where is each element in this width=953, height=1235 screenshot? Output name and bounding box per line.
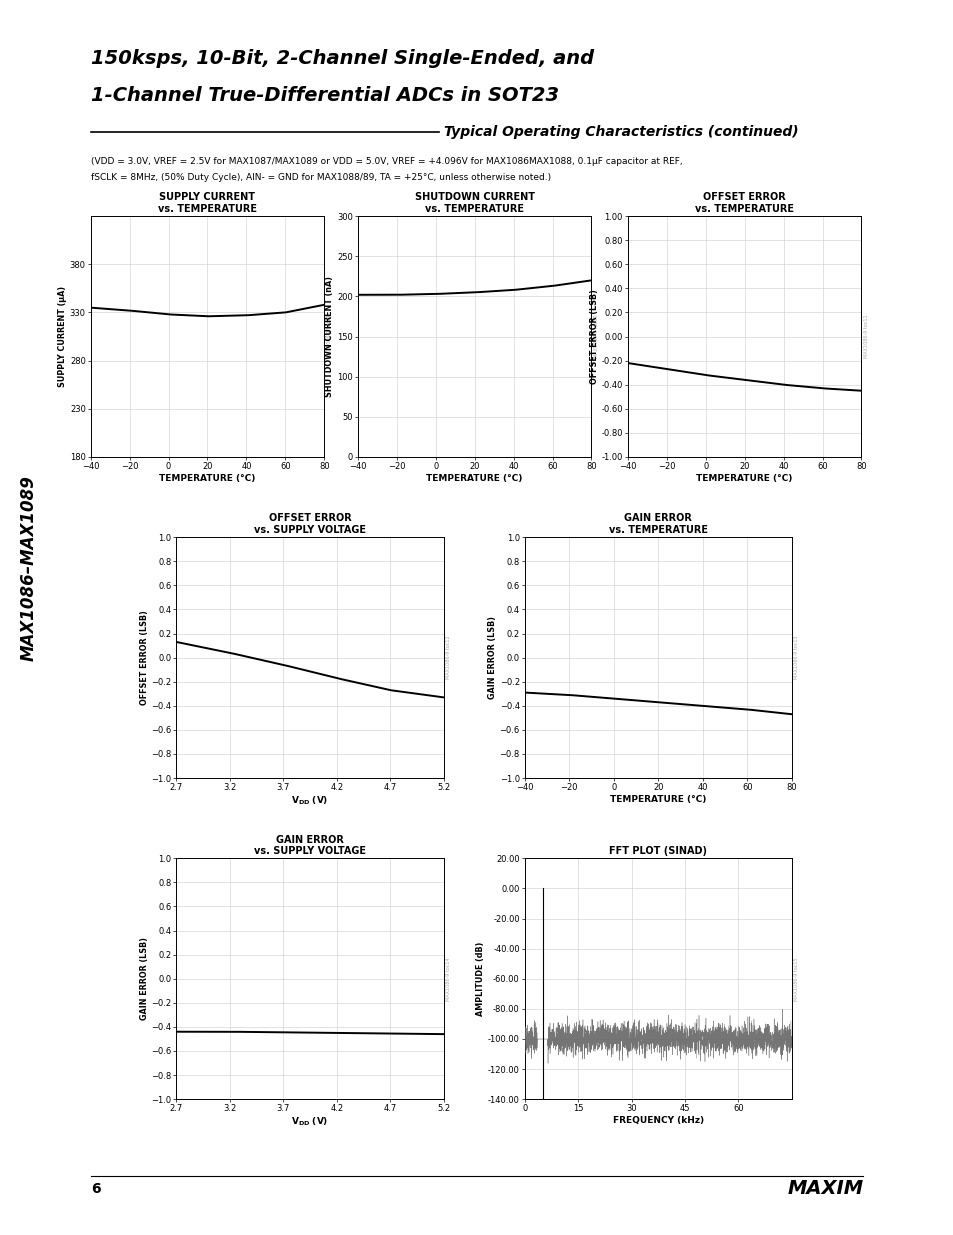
X-axis label: FREQUENCY (kHz): FREQUENCY (kHz)	[612, 1115, 703, 1125]
Title: SHUTDOWN CURRENT
vs. TEMPERATURE: SHUTDOWN CURRENT vs. TEMPERATURE	[415, 193, 534, 214]
Text: 6: 6	[91, 1182, 100, 1195]
Text: MAX1086-9 toc14: MAX1086-9 toc14	[446, 957, 451, 1000]
Text: fSCLK = 8MHz, (50% Duty Cycle), AIN- = GND for MAX1088/89, TA = +25°C, unless ot: fSCLK = 8MHz, (50% Duty Cycle), AIN- = G…	[91, 173, 550, 182]
X-axis label: TEMPERATURE (°C): TEMPERATURE (°C)	[426, 473, 522, 483]
Y-axis label: AMPLITUDE (dB): AMPLITUDE (dB)	[476, 941, 485, 1016]
X-axis label: TEMPERATURE (°C): TEMPERATURE (°C)	[609, 794, 706, 804]
Text: MAX1086-9 toc13: MAX1086-9 toc13	[794, 636, 799, 679]
Y-axis label: OFFSET ERROR (LSB): OFFSET ERROR (LSB)	[139, 610, 149, 705]
Text: (VDD = 3.0V, VREF = 2.5V for MAX1087/MAX1089 or VDD = 5.0V, VREF = +4.096V for M: (VDD = 3.0V, VREF = 2.5V for MAX1087/MAX…	[91, 157, 681, 165]
Y-axis label: SHUTDOWN CURRENT (nA): SHUTDOWN CURRENT (nA)	[325, 277, 334, 396]
Title: SUPPLY CURRENT
vs. TEMPERATURE: SUPPLY CURRENT vs. TEMPERATURE	[158, 193, 256, 214]
Text: 150ksps, 10-Bit, 2-Channel Single-Ended, and: 150ksps, 10-Bit, 2-Channel Single-Ended,…	[91, 49, 593, 68]
X-axis label: TEMPERATURE (°C): TEMPERATURE (°C)	[159, 473, 255, 483]
Text: MAX1086-9 toc11: MAX1086-9 toc11	[862, 315, 868, 358]
Title: FFT PLOT (SINAD): FFT PLOT (SINAD)	[609, 846, 706, 856]
Text: MAX1086-9 toc10: MAX1086-9 toc10	[593, 315, 598, 358]
Y-axis label: SUPPLY CURRENT (μA): SUPPLY CURRENT (μA)	[58, 287, 67, 387]
Text: 1-Channel True-Differential ADCs in SOT23: 1-Channel True-Differential ADCs in SOT2…	[91, 86, 558, 105]
Title: GAIN ERROR
vs. TEMPERATURE: GAIN ERROR vs. TEMPERATURE	[608, 514, 707, 535]
Text: MAX1086-9 toc12: MAX1086-9 toc12	[446, 636, 451, 679]
Title: GAIN ERROR
vs. SUPPLY VOLTAGE: GAIN ERROR vs. SUPPLY VOLTAGE	[253, 835, 366, 856]
X-axis label: $\mathregular{V_{DD}}$ (V): $\mathregular{V_{DD}}$ (V)	[291, 1115, 329, 1129]
Text: MAXIM: MAXIM	[786, 1179, 862, 1198]
Text: MAX1086-9 toc09: MAX1086-9 toc09	[326, 315, 332, 358]
Text: MAX1086–MAX1089: MAX1086–MAX1089	[20, 475, 37, 661]
X-axis label: $\mathregular{V_{DD}}$ (V): $\mathregular{V_{DD}}$ (V)	[291, 794, 329, 808]
X-axis label: TEMPERATURE (°C): TEMPERATURE (°C)	[696, 473, 792, 483]
Y-axis label: OFFSET ERROR (LSB): OFFSET ERROR (LSB)	[589, 289, 598, 384]
Y-axis label: GAIN ERROR (LSB): GAIN ERROR (LSB)	[487, 616, 497, 699]
Title: OFFSET ERROR
vs. SUPPLY VOLTAGE: OFFSET ERROR vs. SUPPLY VOLTAGE	[253, 514, 366, 535]
Text: Typical Operating Characteristics (continued): Typical Operating Characteristics (conti…	[443, 125, 798, 140]
Title: OFFSET ERROR
vs. TEMPERATURE: OFFSET ERROR vs. TEMPERATURE	[695, 193, 793, 214]
Y-axis label: GAIN ERROR (LSB): GAIN ERROR (LSB)	[139, 937, 149, 1020]
Text: MAX1086-9 toc15: MAX1086-9 toc15	[794, 957, 799, 1000]
